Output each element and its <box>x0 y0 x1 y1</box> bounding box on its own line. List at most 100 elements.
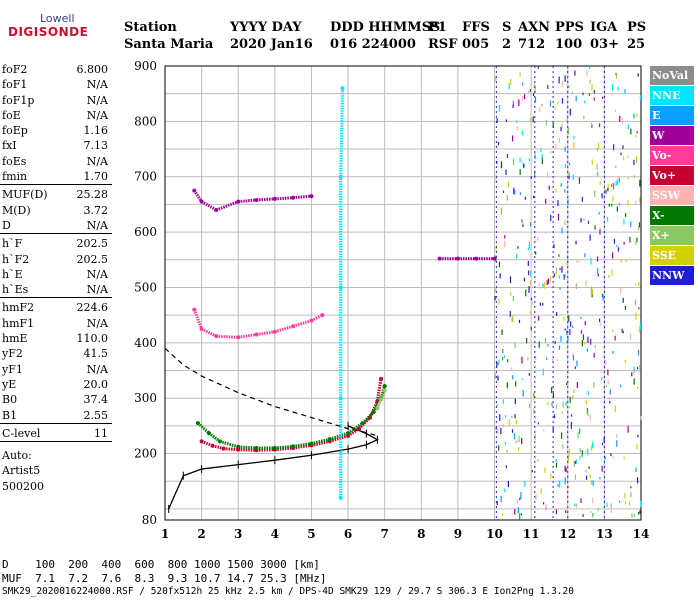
trace-segment <box>200 200 218 212</box>
noise-mark <box>524 196 526 200</box>
noise-mark <box>619 287 622 294</box>
parameter-row: foF1 N/A <box>0 77 112 92</box>
noise-mark <box>637 73 639 77</box>
noise-mark <box>596 163 598 171</box>
noise-mark <box>573 460 575 467</box>
trace-segment <box>293 194 312 200</box>
profile-curve <box>168 425 379 510</box>
noise-mark <box>611 184 613 187</box>
x-tick-label: 14 <box>633 527 650 541</box>
noise-mark <box>521 130 524 136</box>
noise-mark <box>503 354 506 359</box>
noise-mark <box>578 177 581 184</box>
trace-segment <box>215 200 239 212</box>
noise-mark <box>607 188 609 192</box>
noise-mark <box>601 465 603 472</box>
trace-segment <box>329 431 349 441</box>
parameter-value: N/A <box>86 93 108 107</box>
noise-mark <box>571 91 574 94</box>
noise-mark <box>528 270 530 276</box>
noise-mark <box>563 316 565 321</box>
noise-mark <box>521 437 523 444</box>
noise-mark <box>500 207 502 215</box>
noise-mark <box>629 236 631 243</box>
noise-mark <box>591 513 594 518</box>
noise-mark <box>547 344 549 347</box>
noise-mark <box>496 361 498 368</box>
trace-segment <box>292 443 312 450</box>
noise-mark <box>627 124 629 130</box>
noise-mark <box>518 99 520 107</box>
noise-mark <box>504 240 506 248</box>
noise-mark <box>561 411 563 415</box>
noise-mark <box>575 283 577 290</box>
noise-mark <box>618 500 621 503</box>
noise-mark <box>582 334 585 341</box>
x-tick-label: 6 <box>344 527 352 541</box>
noise-mark <box>605 359 607 366</box>
noise-mark <box>551 358 554 362</box>
noise-mark <box>633 366 635 373</box>
parameter-row: h`F 202.5 <box>0 236 112 251</box>
parameter-name: MUF(D) <box>2 188 48 202</box>
noise-mark <box>633 113 635 119</box>
noise-mark <box>592 497 594 504</box>
noise-mark <box>627 199 629 206</box>
noise-mark <box>638 282 640 286</box>
auto-info: Auto: <box>2 449 32 463</box>
noise-mark <box>589 79 591 84</box>
noise-mark <box>527 90 530 95</box>
trace-segment <box>379 385 387 399</box>
trace-segment <box>292 319 312 328</box>
noise-mark <box>531 470 533 473</box>
noise-mark <box>575 459 577 465</box>
noise-mark <box>557 213 560 221</box>
noise-mark <box>590 286 592 294</box>
noise-mark <box>614 335 616 341</box>
noise-mark <box>500 428 502 435</box>
noise-mark <box>561 432 563 439</box>
parameter-row: MUF(D) 25.28 <box>0 187 112 202</box>
parameter-row: C-level 11 <box>0 426 112 441</box>
noise-mark <box>616 245 618 248</box>
noise-mark <box>590 122 593 126</box>
noise-mark <box>612 252 614 259</box>
header-label: IGA <box>590 20 618 35</box>
legend-item-w: W <box>650 126 694 145</box>
noise-mark <box>566 340 568 345</box>
noise-mark <box>569 108 571 116</box>
noise-mark <box>506 449 508 453</box>
noise-mark <box>550 151 552 154</box>
noise-mark <box>541 154 543 159</box>
noise-mark <box>599 227 601 232</box>
header-value: 25 <box>627 37 646 52</box>
noise-mark <box>593 381 595 388</box>
noise-mark <box>543 428 545 432</box>
trace-segment <box>329 434 349 443</box>
noise-mark <box>545 119 548 126</box>
noise-mark <box>618 177 620 183</box>
noise-mark <box>611 182 614 188</box>
header-value: Santa Maria <box>124 37 214 52</box>
noise-mark <box>589 414 591 422</box>
noise-mark <box>639 94 642 100</box>
noise-mark <box>591 441 594 448</box>
noise-mark <box>628 501 631 506</box>
noise-mark <box>597 507 599 511</box>
noise-mark <box>620 152 622 156</box>
noise-mark <box>638 307 640 310</box>
trace-segment <box>256 197 275 202</box>
noise-mark <box>633 378 635 385</box>
noise-mark <box>584 100 586 104</box>
noise-mark <box>523 94 526 100</box>
noise-mark <box>585 400 587 405</box>
noise-mark <box>636 367 639 370</box>
noise-mark <box>555 509 558 515</box>
noise-mark <box>534 83 536 88</box>
noise-mark <box>528 158 530 162</box>
noise-mark <box>564 75 566 82</box>
noise-mark <box>568 448 571 455</box>
noise-mark <box>623 456 625 460</box>
noise-mark <box>565 402 567 407</box>
noise-mark <box>560 335 562 342</box>
